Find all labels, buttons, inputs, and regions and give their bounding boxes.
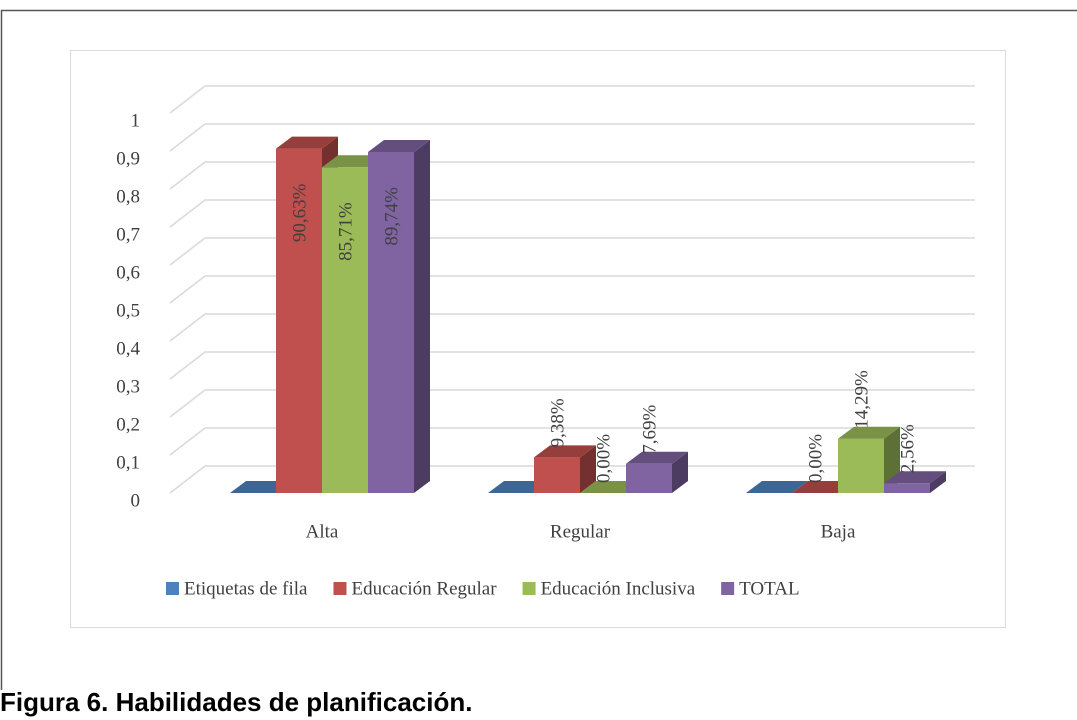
value-label: 7,69% [639,405,660,454]
bar-side [580,445,596,493]
y-tick-label: 0,6 [116,262,140,283]
value-label: 90,63% [289,183,310,242]
bar-top [626,451,688,464]
y-tick-label: 0,4 [116,338,140,359]
chart-area [70,50,1006,628]
grid-line [169,123,975,152]
bar [534,445,596,493]
bar-top [838,426,900,439]
bar-top [534,445,596,458]
value-label: 85,71% [335,202,356,261]
bar-top [276,136,338,149]
y-tick-label: 0,5 [116,300,140,321]
y-tick-label: 0,9 [116,148,140,169]
frame [0,9,1077,690]
bar-front [322,167,368,493]
bar [626,451,688,493]
grid-line [169,237,975,266]
grid-line [169,465,975,494]
bar-front [368,151,414,493]
legend-label: Etiquetas de fila [184,578,308,599]
bar-front [884,483,930,493]
legend-swatch [721,582,735,595]
y-tick-label: 0,8 [116,186,140,207]
value-label: 14,29% [851,370,872,429]
bar [368,139,430,493]
grid-line [169,199,975,228]
grid-line [169,351,975,380]
grid-line [169,85,975,114]
grid-line [169,427,975,456]
bar [884,471,946,493]
bar-front [838,438,884,493]
bar-top [368,139,430,152]
x-tick-label: Alta [306,521,339,542]
caption: Figura 6. Habilidades de planificación. [0,687,472,717]
grid-line [169,313,975,342]
bar-side [930,471,946,493]
bar-side [672,451,688,493]
bar-top [884,471,946,484]
bar-front [276,148,322,493]
value-label: 2,56% [897,424,918,473]
legend-label: Educación Inclusiva [541,578,696,599]
bar-top [746,481,808,493]
bar [746,481,808,493]
y-tick-label: 0,2 [116,414,140,435]
bar-side [414,139,430,493]
legend-label: Educación Regular [351,578,497,599]
grid-line [169,389,975,418]
grid-line [169,275,975,304]
legend-swatch [333,582,347,595]
bar-front [534,457,580,493]
y-tick-label: 0,7 [116,224,140,245]
x-tick-label: Baja [821,521,856,542]
y-tick-label: 0 [131,490,141,511]
legend-label: TOTAL [739,578,799,599]
y-tick-label: 1 [131,110,141,131]
x-tick-label: Regular [550,521,611,542]
value-label: 0,00% [593,434,614,483]
bar-front [626,463,672,493]
legend-swatch [166,582,179,595]
grid-line [169,161,975,190]
value-label: 9,38% [547,398,568,447]
legend-swatch [522,582,536,595]
value-label: 89,74% [381,187,402,246]
y-tick-label: 0,1 [116,452,140,473]
y-tick-label: 0,3 [116,376,140,397]
value-label: 0,00% [805,434,826,483]
